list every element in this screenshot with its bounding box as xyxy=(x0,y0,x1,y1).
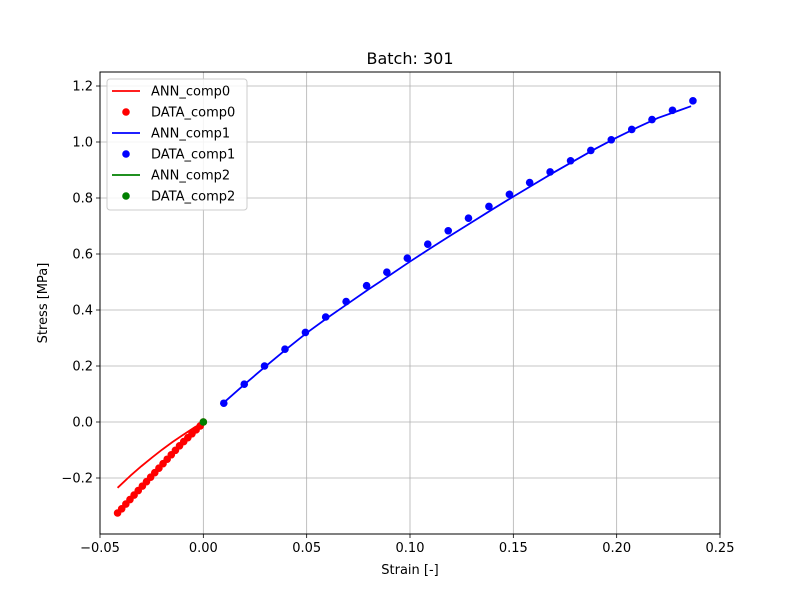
data-comp1-point xyxy=(546,168,554,176)
x-tick-label: 0.20 xyxy=(602,541,631,556)
data-comp1-point xyxy=(627,125,636,134)
y-tick-label: 0.4 xyxy=(72,304,93,319)
data-comp1-point xyxy=(301,328,310,337)
ann-comp0-line xyxy=(116,421,204,489)
data-comp1-point xyxy=(383,268,391,277)
data-comp1-point xyxy=(505,190,514,199)
data-comp2-point xyxy=(199,418,208,426)
legend-label-ann-comp1: ANN_comp1 xyxy=(151,127,230,142)
y-tick-label: 0.6 xyxy=(72,248,93,263)
data-comp1-point xyxy=(260,362,269,370)
y-tick-label: 1.2 xyxy=(72,80,93,95)
legend: ANN_comp0 DATA_comp0 ANN_comp1 DATA_comp1 AN… xyxy=(106,78,248,211)
y-tick-label: 0.0 xyxy=(72,416,93,431)
legend-label-data-comp0: DATA_comp0 xyxy=(151,106,235,121)
y-tick-label: 0.2 xyxy=(72,360,93,375)
data-comp1-point xyxy=(423,240,432,248)
x-tick-label: 0.10 xyxy=(396,541,425,556)
y-tick-label: 1.0 xyxy=(72,136,93,151)
data-comp1-point xyxy=(403,254,412,262)
data-comp1-point xyxy=(281,345,289,354)
data-comp1-point xyxy=(689,97,697,105)
legend-label-data-comp2: DATA_comp2 xyxy=(151,190,235,205)
ann-comp1-line xyxy=(223,105,692,404)
legend-label-data-comp1: DATA_comp1 xyxy=(151,148,235,163)
y-axis-label: Stress [MPa] xyxy=(36,263,51,344)
y-tick-label: 0.8 xyxy=(72,192,93,207)
data-comp1-point xyxy=(587,146,595,155)
x-tick-label: 0.00 xyxy=(189,541,218,556)
data-comp1-point xyxy=(362,281,371,290)
y-tick-label: −0.2 xyxy=(61,472,93,487)
data-comp1-point xyxy=(566,156,575,165)
series-layer xyxy=(113,97,697,517)
data-comp1-point xyxy=(485,202,493,211)
x-tick-label: 0.05 xyxy=(292,541,321,556)
legend-label-ann-comp2: ANN_comp2 xyxy=(151,169,230,184)
data-comp1-point xyxy=(444,226,453,235)
legend-box xyxy=(106,78,248,211)
data-comp1-point xyxy=(321,313,330,321)
legend-label-ann-comp0: ANN_comp0 xyxy=(151,85,230,100)
chart-title: Batch: 301 xyxy=(366,49,453,68)
x-tick-label: 0.15 xyxy=(499,541,528,556)
legend-swatch-data-comp0 xyxy=(122,108,130,116)
data-comp1-point xyxy=(525,178,534,187)
data-comp1-point xyxy=(342,297,350,306)
x-tick-label: −0.05 xyxy=(80,541,120,556)
x-tick-label: 0.25 xyxy=(706,541,735,556)
x-axis-label: Strain [-] xyxy=(381,563,438,578)
data-comp1-point xyxy=(607,135,616,144)
data-comp1-point xyxy=(219,399,228,408)
legend-swatch-data-comp1 xyxy=(122,150,130,158)
data-comp1-point xyxy=(648,115,656,124)
data-comp1-point xyxy=(240,380,249,389)
data-comp1-point xyxy=(668,106,677,115)
data-comp1-point xyxy=(464,214,473,222)
legend-swatch-data-comp2 xyxy=(122,192,130,200)
ticks-layer: −0.05 0.00 0.05 0.10 0.15 0.20 0.25 −0.2 0.0 0.2 0… xyxy=(61,80,734,557)
